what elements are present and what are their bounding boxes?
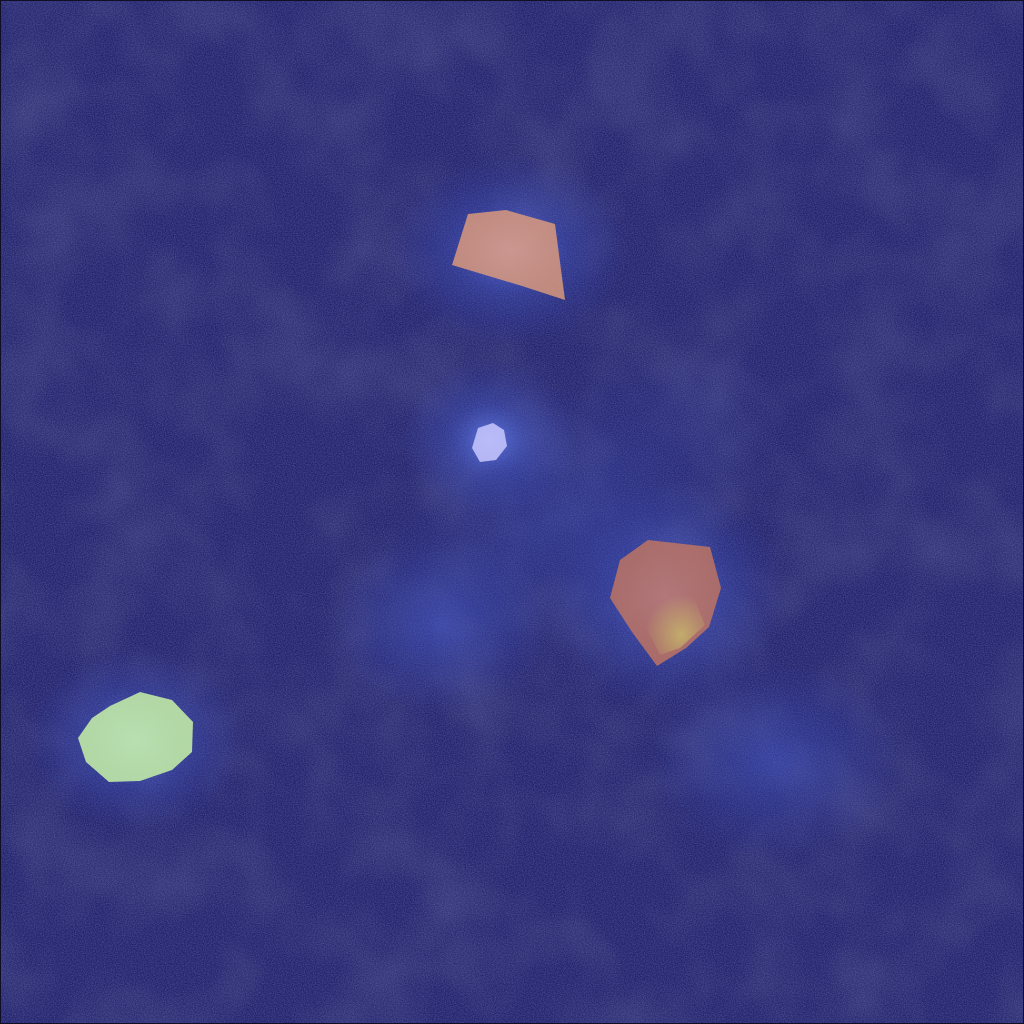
mask-green-left [78, 692, 193, 782]
mask-orange-right-highlight [645, 588, 705, 655]
glow-bottom-right [645, 660, 905, 860]
mask-orange-top [452, 210, 565, 300]
mask-lavender-center [472, 423, 507, 462]
glow-diagonal [336, 341, 784, 699]
segmentation-masks [78, 210, 721, 782]
